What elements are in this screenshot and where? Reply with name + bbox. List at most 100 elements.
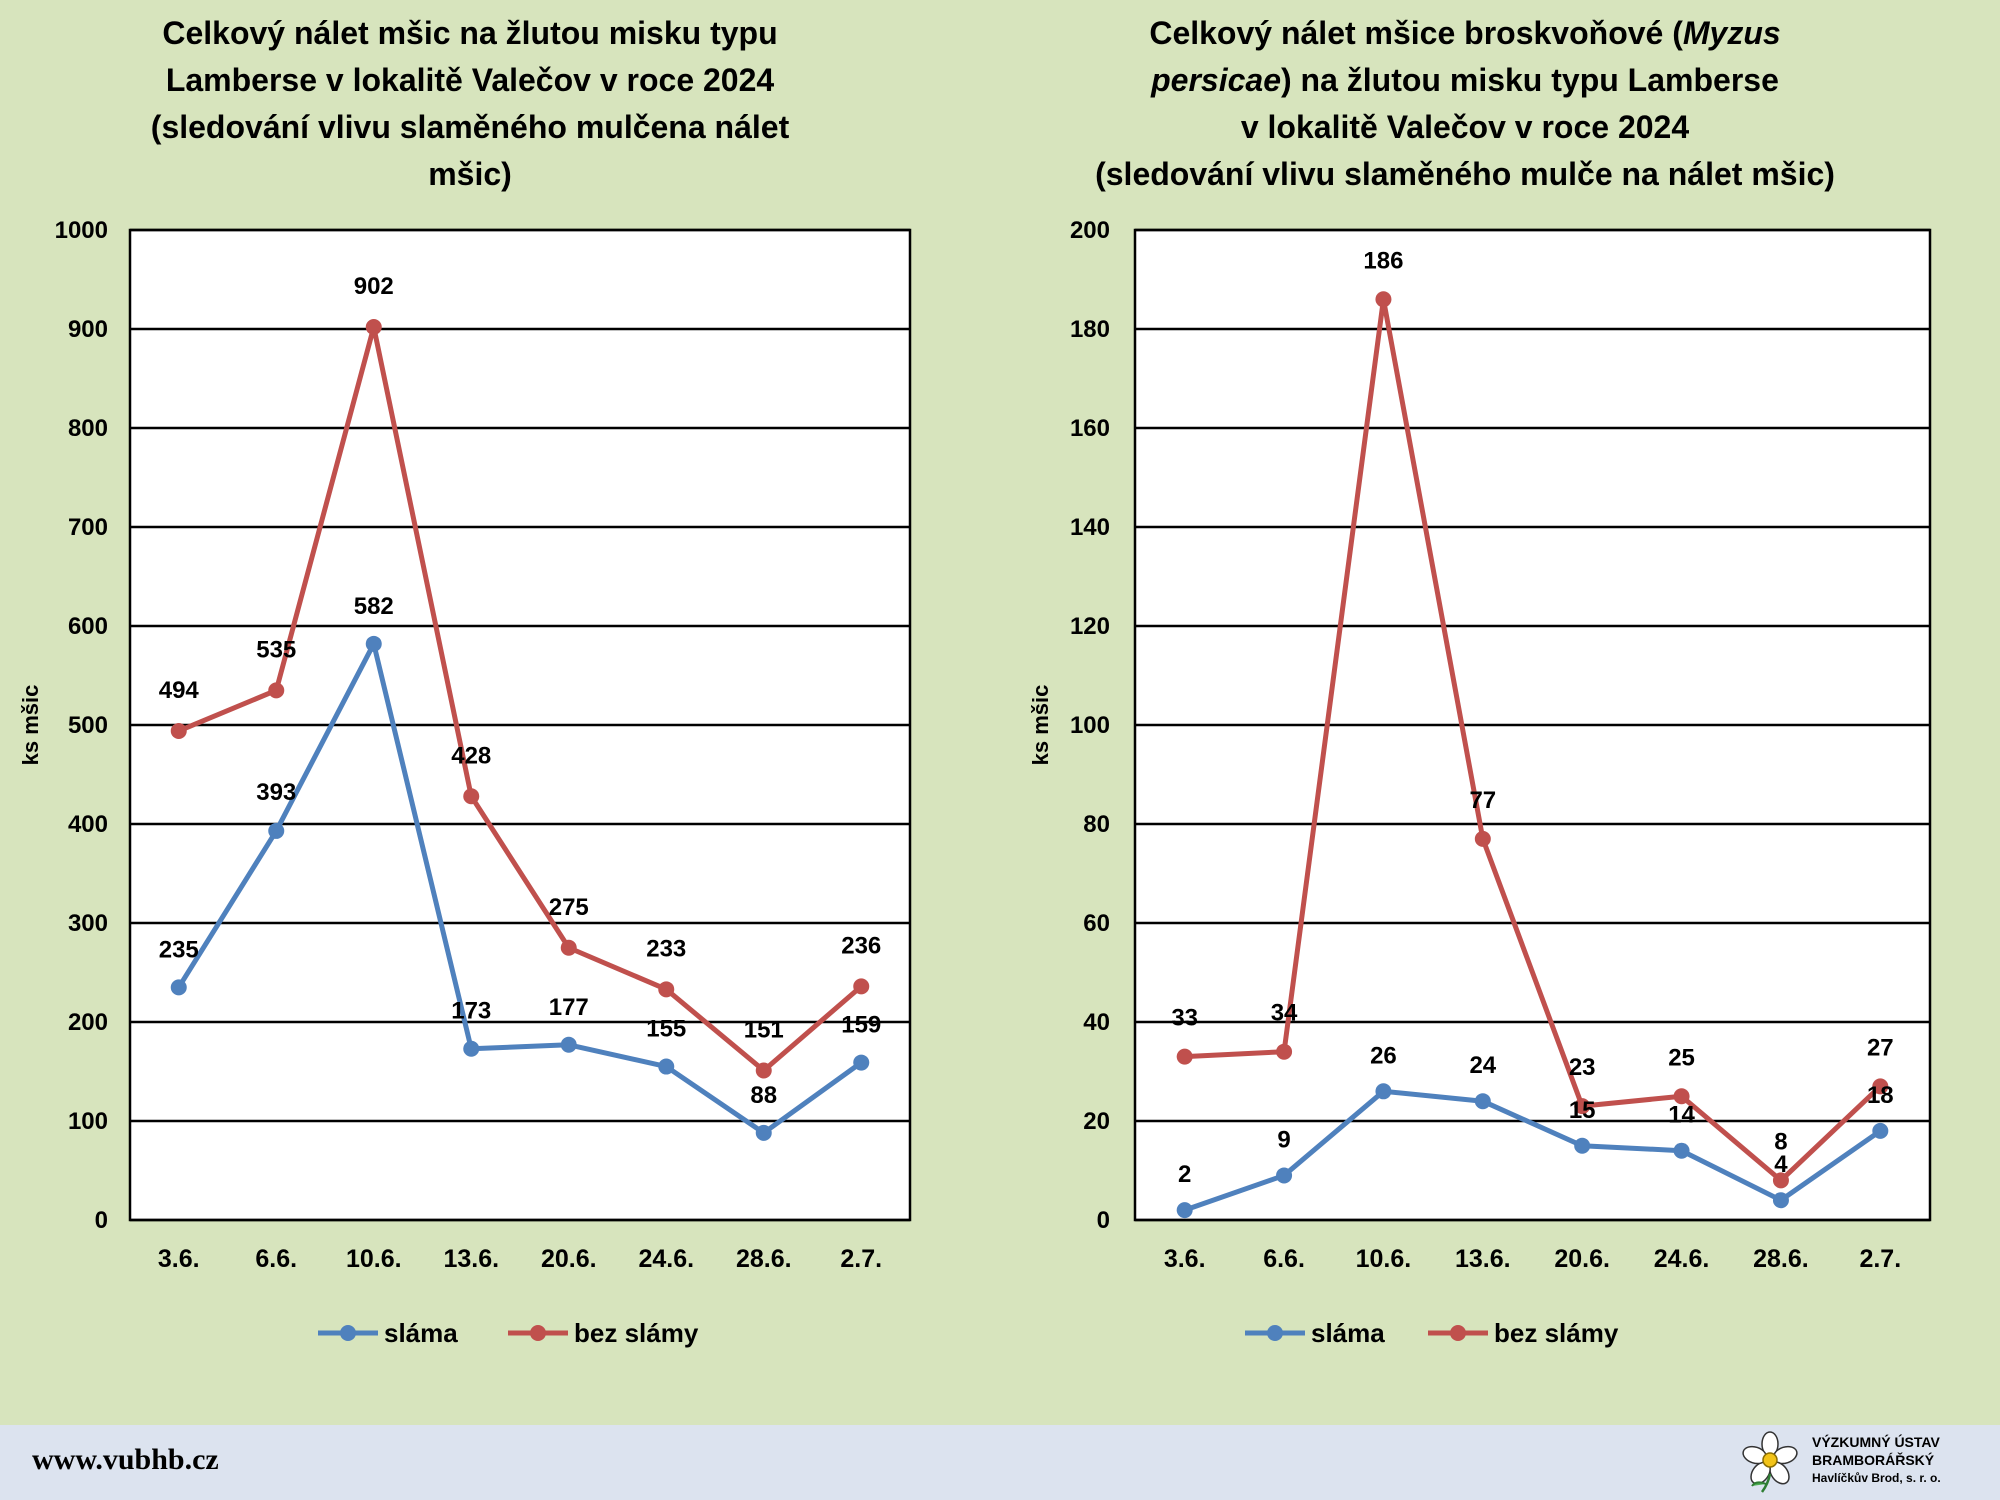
- data-label: 235: [159, 936, 199, 963]
- data-label: 159: [841, 1012, 881, 1039]
- y-tick-label: 180: [1070, 316, 1110, 343]
- legend-entry-bez-slamy: bez slámy: [1428, 1318, 1619, 1348]
- chart-right: 0 20 40 60 80 100 120 140 160 180 200 3.6. 6.6. 10.6.…: [1028, 217, 1932, 1348]
- data-label: 236: [841, 932, 881, 959]
- data-label: 88: [750, 1082, 777, 1109]
- series-line-slama: [1183, 1088, 1882, 1213]
- x-tick-label: 3.6.: [1164, 1245, 1206, 1273]
- x-tick-label: 6.6.: [1263, 1245, 1305, 1273]
- x-tick-label: 6.6.: [255, 1245, 297, 1273]
- legend-entry-bez-slamy: bez slámy: [508, 1318, 699, 1348]
- data-point: [1375, 1083, 1392, 1100]
- data-label: 14: [1668, 1102, 1695, 1129]
- title-text: (sledování vlivu slaměného mulčena nálet: [150, 109, 790, 145]
- data-point: [658, 981, 675, 998]
- data-label: 233: [646, 935, 686, 962]
- plot-frame: [128, 228, 912, 1222]
- y-tick-label: 140: [1070, 514, 1110, 541]
- data-point: [853, 1054, 870, 1071]
- data-point: [268, 682, 285, 699]
- series-line-bez-slamy: [1184, 296, 1883, 1183]
- x-tick-label: 20.6.: [541, 1245, 597, 1273]
- plot-frame: [1133, 228, 1932, 1222]
- y-tick-label: 200: [1070, 217, 1110, 244]
- data-label: 23: [1569, 1054, 1596, 1081]
- data-point: [755, 1124, 772, 1141]
- x-tick-label: 2.7.: [1859, 1245, 1901, 1273]
- y-axis-label: ks mšic: [18, 685, 43, 766]
- chart-title-left: Celkový nálet mšic na žlutou misku typu L…: [100, 10, 840, 198]
- series-line-bez-slamy: [177, 324, 863, 1074]
- x-tick-label: 13.6.: [443, 1245, 499, 1273]
- data-label: 393: [256, 779, 296, 806]
- legend-entry-slama: sláma: [1245, 1318, 1385, 1348]
- y-tick-label: 20: [1083, 1108, 1110, 1135]
- y-tick-label: 80: [1083, 811, 1110, 838]
- website-link[interactable]: www.vubhb.cz: [32, 1443, 219, 1476]
- y-tick-label: 120: [1070, 613, 1110, 640]
- data-point: [1872, 1078, 1889, 1095]
- data-label: 4: [1774, 1151, 1788, 1178]
- data-point: [463, 1040, 480, 1057]
- y-tick-label: 200: [68, 1009, 108, 1036]
- data-point: [365, 319, 382, 336]
- data-point: [1176, 1202, 1193, 1219]
- data-point: [755, 1062, 772, 1079]
- y-tick-label: 60: [1083, 910, 1110, 937]
- data-point: [1673, 1088, 1690, 1105]
- data-label: 177: [549, 994, 589, 1021]
- y-tick-label: 700: [68, 514, 108, 541]
- x-tick-label: 10.6.: [346, 1245, 402, 1273]
- x-tick-label: 3.6.: [158, 1245, 200, 1273]
- data-label: 33: [1171, 1005, 1198, 1032]
- title-text: Celkový nálet mšic na žlutou misku typu: [162, 15, 778, 51]
- legend-label: sláma: [384, 1318, 458, 1348]
- x-tick-label: 13.6.: [1455, 1245, 1511, 1273]
- y-tick-label: 400: [68, 811, 108, 838]
- data-point: [1772, 1172, 1789, 1189]
- data-label: 186: [1363, 247, 1403, 274]
- data-label: 535: [256, 636, 296, 663]
- data-point: [1375, 291, 1392, 308]
- y-tick-label: 100: [68, 1108, 108, 1135]
- data-point: [1574, 1098, 1591, 1115]
- data-point: [170, 979, 187, 996]
- data-point: [560, 1036, 577, 1053]
- legend-label: sláma: [1311, 1318, 1385, 1348]
- legend-marker: [340, 1325, 356, 1341]
- x-tick-label: 28.6.: [1753, 1245, 1809, 1273]
- data-label: 77: [1469, 787, 1496, 814]
- data-label: 582: [354, 593, 394, 620]
- legend-label: bez slámy: [574, 1318, 699, 1348]
- data-point: [268, 822, 285, 839]
- legend-marker: [530, 1325, 546, 1341]
- y-tick-label: 300: [68, 910, 108, 937]
- legend-marker: [1450, 1325, 1466, 1341]
- chart-left: 0 100 200 300 400 500 600 700 800 900 1000 3.6. 6.6.…: [18, 217, 912, 1348]
- title-text: persicae: [1151, 62, 1281, 98]
- data-label: 15: [1569, 1097, 1596, 1124]
- institute-flower-logo-icon: [1742, 1431, 1798, 1493]
- data-label: 9: [1277, 1126, 1290, 1153]
- title-text: (sledování vlivu slaměného mulče na nále…: [1095, 156, 1835, 192]
- data-label: 275: [549, 894, 589, 921]
- data-point: [170, 722, 187, 739]
- data-point: [1276, 1167, 1293, 1184]
- title-text: ) na žlutou misku typu Lamberse: [1281, 62, 1779, 98]
- logo-line-3: Havlíčkův Brod, s. r. o.: [1812, 1471, 1941, 1485]
- data-label: 173: [451, 998, 491, 1025]
- data-label: 494: [159, 677, 200, 704]
- data-point: [1474, 1093, 1491, 1110]
- series-line-slama: [176, 641, 863, 1136]
- y-tick-label: 160: [1070, 415, 1110, 442]
- y-tick-label: 600: [68, 613, 108, 640]
- data-point: [853, 978, 870, 995]
- data-point: [1574, 1137, 1591, 1154]
- y-tick-label: 900: [68, 316, 108, 343]
- title-text: Celkový nálet mšice broskvoňové (: [1149, 15, 1683, 51]
- data-point: [658, 1058, 675, 1075]
- data-label: 18: [1867, 1082, 1894, 1109]
- title-text: Lamberse v lokalitě Valečov v roce 2024: [165, 62, 775, 98]
- x-tick-label: 2.7.: [840, 1245, 882, 1273]
- y-tick-label: 1000: [55, 217, 108, 244]
